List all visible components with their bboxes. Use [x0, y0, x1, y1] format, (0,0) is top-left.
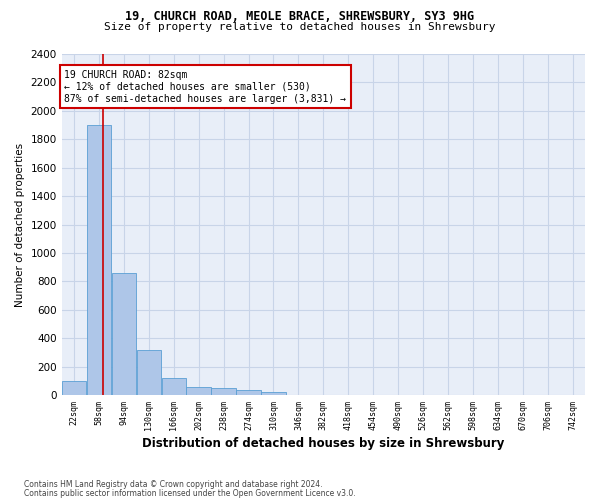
- Bar: [161, 378, 186, 395]
- Bar: [137, 350, 161, 395]
- Text: Size of property relative to detached houses in Shrewsbury: Size of property relative to detached ho…: [104, 22, 496, 32]
- Text: Contains HM Land Registry data © Crown copyright and database right 2024.: Contains HM Land Registry data © Crown c…: [24, 480, 323, 489]
- Y-axis label: Number of detached properties: Number of detached properties: [15, 142, 25, 306]
- Bar: [261, 392, 286, 395]
- Text: 19, CHURCH ROAD, MEOLE BRACE, SHREWSBURY, SY3 9HG: 19, CHURCH ROAD, MEOLE BRACE, SHREWSBURY…: [125, 10, 475, 23]
- Bar: [87, 125, 112, 395]
- Bar: [236, 390, 261, 395]
- Text: 19 CHURCH ROAD: 82sqm
← 12% of detached houses are smaller (530)
87% of semi-det: 19 CHURCH ROAD: 82sqm ← 12% of detached …: [64, 70, 346, 104]
- Bar: [211, 388, 236, 395]
- Bar: [187, 386, 211, 395]
- X-axis label: Distribution of detached houses by size in Shrewsbury: Distribution of detached houses by size …: [142, 437, 505, 450]
- Text: Contains public sector information licensed under the Open Government Licence v3: Contains public sector information licen…: [24, 488, 356, 498]
- Bar: [62, 381, 86, 395]
- Bar: [112, 273, 136, 395]
